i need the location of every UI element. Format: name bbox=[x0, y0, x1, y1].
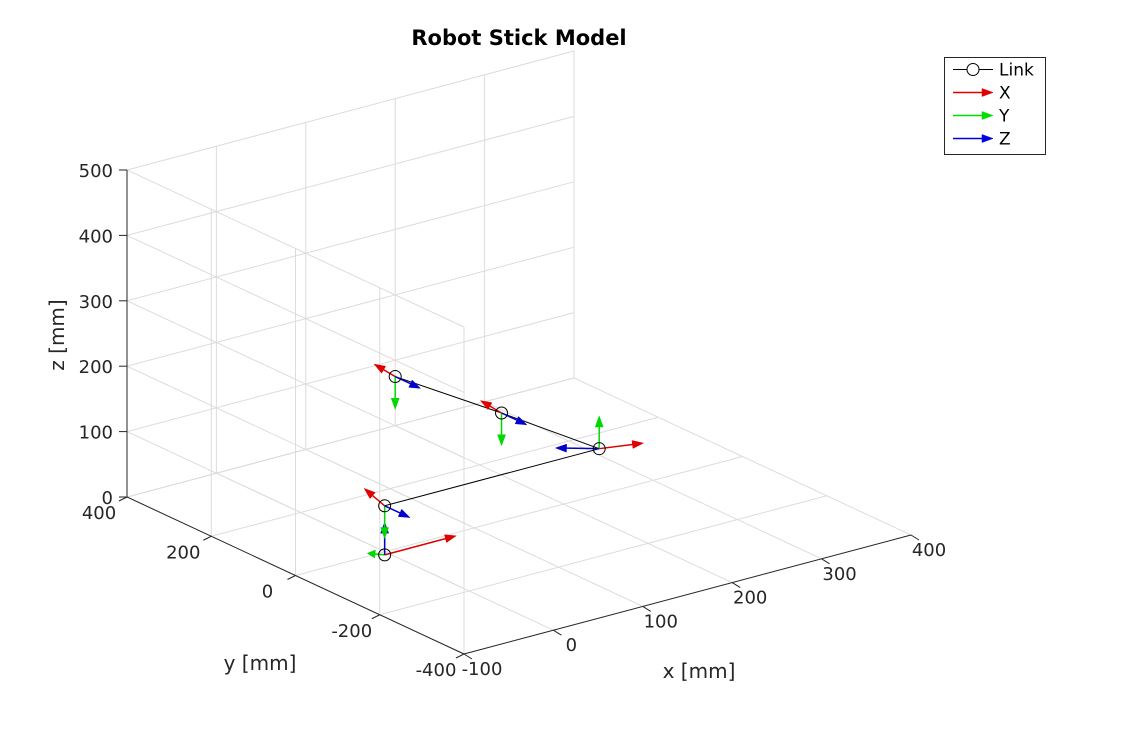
axis-layer bbox=[118, 169, 920, 660]
y-tick-mark bbox=[455, 653, 465, 659]
x-tick-label: 300 bbox=[822, 564, 856, 585]
y-tick-label: 200 bbox=[166, 542, 200, 563]
grid-line-z-wall bbox=[126, 169, 465, 328]
y-tick-label: -200 bbox=[331, 621, 372, 642]
y-tick-mark bbox=[118, 496, 128, 502]
legend-swatch bbox=[953, 88, 994, 97]
frame-z-arrow bbox=[501, 412, 528, 426]
frame-x-arrow bbox=[373, 363, 396, 378]
z-tick-label: 200 bbox=[79, 357, 113, 378]
z-tick-label: 300 bbox=[79, 292, 113, 313]
x-tick-mark bbox=[821, 558, 830, 565]
legend-label: Z bbox=[999, 130, 1011, 150]
x-axis-label: x [mm] bbox=[663, 659, 736, 683]
x-tick-mark bbox=[553, 629, 562, 636]
legend-label: Link bbox=[999, 61, 1034, 81]
z-tick-label: 400 bbox=[79, 226, 113, 247]
frame-z-arrow bbox=[384, 505, 411, 518]
x-tick-mark bbox=[910, 534, 920, 541]
legend-item: X bbox=[953, 84, 1011, 104]
grid-line-z-wall bbox=[126, 234, 465, 393]
y-tick-mark bbox=[371, 614, 380, 620]
grid-line-z-wall2 bbox=[126, 377, 575, 498]
frame-y-arrow bbox=[366, 549, 385, 559]
legend-swatch bbox=[953, 111, 994, 120]
joint-marker bbox=[378, 499, 392, 513]
z-tick-label: 500 bbox=[79, 161, 113, 182]
joint-marker bbox=[495, 406, 509, 420]
plot-area bbox=[363, 363, 645, 562]
grid-line-z-wall2 bbox=[126, 50, 575, 171]
legend: Link XYZ bbox=[944, 57, 1046, 155]
legend-item: Y bbox=[953, 107, 1010, 127]
y-tick-label: 400 bbox=[82, 503, 116, 524]
x-tick-mark bbox=[731, 582, 741, 589]
grid-line-y-floor bbox=[295, 456, 743, 576]
frame-y-arrow bbox=[390, 376, 400, 410]
frame-y-arrow bbox=[497, 413, 506, 447]
legend-swatch bbox=[953, 134, 994, 143]
joint-marker bbox=[388, 370, 402, 384]
grid-line-z-wall bbox=[126, 365, 465, 524]
y-axis-label: y [mm] bbox=[224, 651, 297, 675]
frame-x-arrow bbox=[363, 487, 386, 507]
grid-line-z-wall2 bbox=[126, 312, 575, 433]
legend-item: Link bbox=[953, 61, 1034, 81]
grid-line-z-wall2 bbox=[126, 246, 575, 367]
frame-x-arrow bbox=[384, 534, 457, 556]
y-tick-label: -400 bbox=[416, 660, 457, 681]
x-axis-line bbox=[463, 534, 912, 655]
frame-z-arrow bbox=[394, 375, 422, 389]
grid-line-z-wall2 bbox=[126, 181, 575, 302]
frame-x-arrow bbox=[479, 400, 502, 414]
legend-marker bbox=[966, 63, 980, 76]
x-tick-label: 100 bbox=[644, 611, 678, 632]
joint-marker bbox=[378, 548, 392, 562]
grid-line-y-floor bbox=[211, 416, 659, 537]
grid-line-y-floor bbox=[379, 495, 827, 616]
y-tick-mark bbox=[203, 535, 212, 541]
z-tick-label: 0 bbox=[102, 488, 113, 509]
x-tick-mark bbox=[642, 605, 652, 612]
x-tick-label: 400 bbox=[912, 540, 946, 561]
y-tick-label: 0 bbox=[262, 582, 273, 603]
grid-line-z-wall bbox=[126, 300, 465, 459]
grid-line-z-wall2 bbox=[126, 115, 575, 236]
grid-line-z-wall bbox=[126, 431, 465, 590]
chart-title: Robot Stick Model bbox=[411, 26, 626, 50]
z-tick-label: 100 bbox=[79, 423, 113, 444]
frame-y-arrow bbox=[380, 505, 389, 540]
joint-marker bbox=[592, 442, 606, 456]
x-tick-label: 0 bbox=[566, 635, 577, 656]
legend-label: Y bbox=[998, 107, 1010, 127]
legend-item: Z bbox=[953, 130, 1011, 150]
legend-label: X bbox=[999, 84, 1011, 104]
frame-z-arrow bbox=[554, 443, 600, 453]
z-axis-label: z [mm] bbox=[45, 299, 69, 370]
x-tick-label: 200 bbox=[733, 588, 767, 609]
frame-y-arrow bbox=[594, 415, 604, 449]
x-tick-label: -100 bbox=[462, 659, 503, 680]
x-tick-mark bbox=[463, 653, 473, 660]
tick-labels: -1000100200300400-400-200020040001002003… bbox=[79, 161, 947, 681]
y-tick-mark bbox=[287, 575, 296, 580]
